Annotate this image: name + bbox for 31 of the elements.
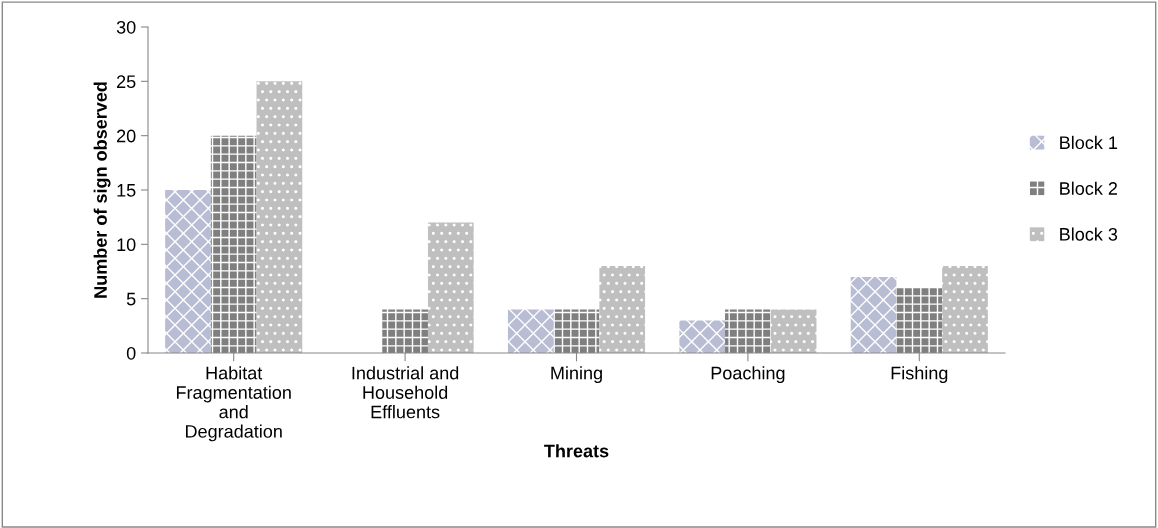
bar [165, 190, 211, 353]
legend-label: Block 3 [1060, 227, 1118, 241]
y-tick-label: 30 [116, 20, 136, 34]
bar [850, 276, 897, 353]
bar [770, 309, 817, 353]
x-tick-label: Mining [551, 366, 602, 384]
bar [256, 81, 303, 353]
bar [942, 266, 988, 353]
bar [382, 309, 428, 353]
bar [896, 287, 943, 353]
y-tick-label: 25 [117, 75, 136, 89]
bar [427, 222, 474, 353]
bar [679, 320, 726, 353]
bar [210, 135, 257, 353]
x-tick-label: Habitat Fragmentation and Degradation [176, 366, 291, 442]
x-tick-label: Fishing [891, 366, 948, 384]
bar [553, 309, 600, 353]
y-axis-title: Number of sign observed [93, 82, 111, 298]
y-tick-label: 15 [117, 184, 136, 197]
x-tick-label: Industrial and Household Effluents [352, 366, 459, 419]
y-tick-label: 10 [117, 238, 136, 252]
y-tick-label: 5 [126, 292, 136, 306]
bar [599, 266, 646, 353]
bar [725, 309, 771, 353]
x-tick-label: Poaching [711, 366, 785, 384]
legend-label: Block 1 [1060, 135, 1118, 150]
x-axis-title: Threats [544, 444, 609, 458]
bar [507, 309, 554, 353]
legend-label: Block 2 [1060, 181, 1118, 195]
y-tick-label: 0 [126, 346, 136, 360]
y-tick-label: 20 [117, 129, 136, 143]
